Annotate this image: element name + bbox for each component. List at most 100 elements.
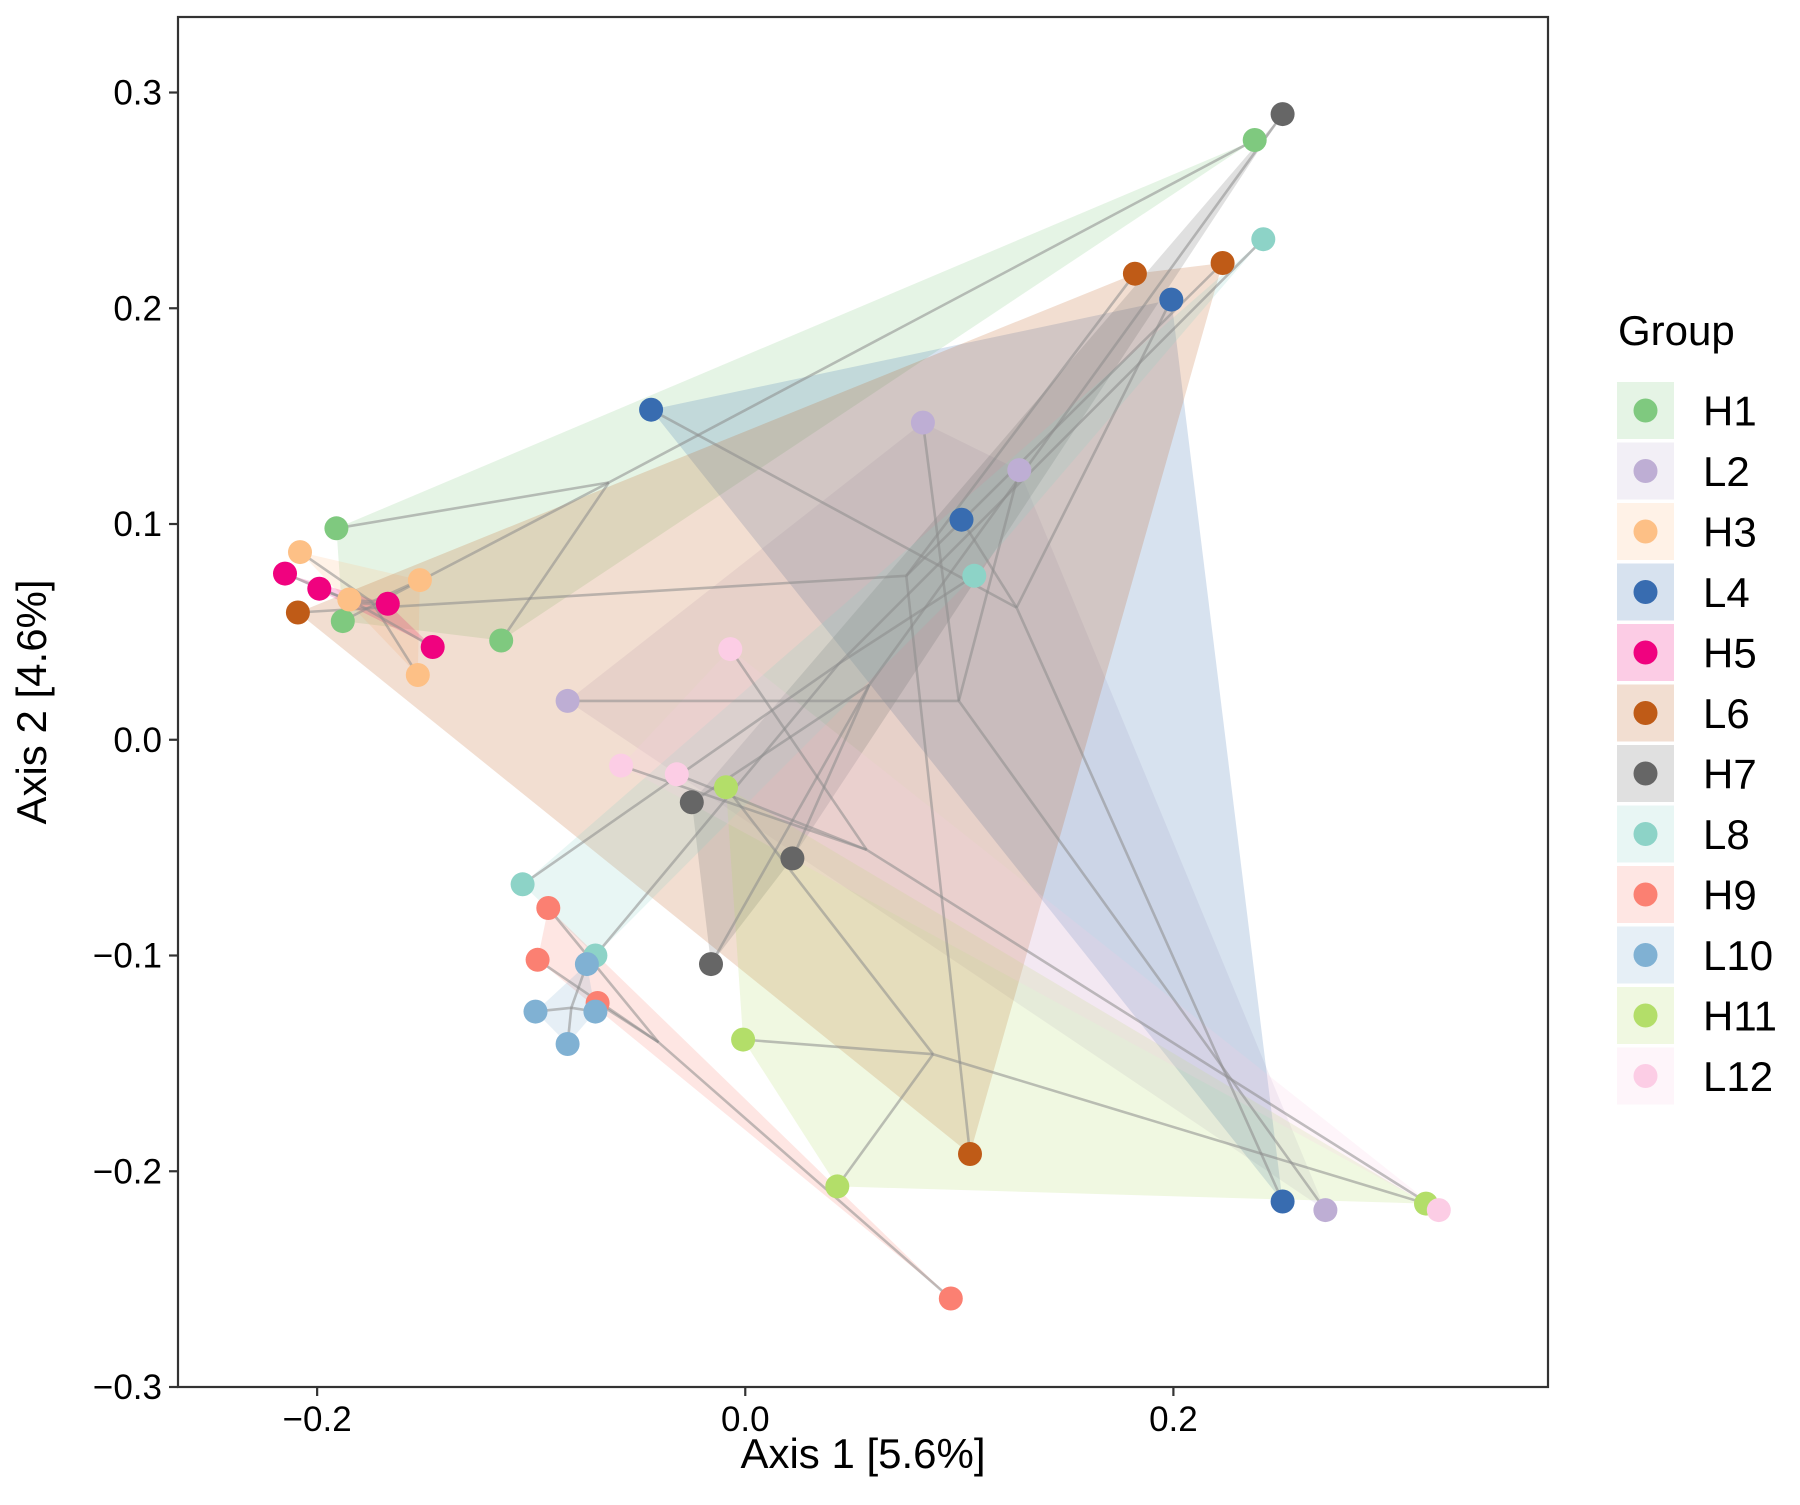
spoke-l6-3 [905,575,972,1155]
spoke-l4-0 [650,408,1018,609]
legend-item-h5: H5 [1617,624,1757,681]
legend-dot-l6 [1633,701,1658,725]
axes-layer: −0.2 0.0 0.2 −0.3 −0.2 −0.1 0.0 0.1 0.2 0.3 [93,74,1198,1439]
point-h7-3 [699,952,723,977]
point-h5-3 [420,635,445,659]
point-l2-0 [910,410,935,435]
point-h11-1 [731,1027,756,1052]
point-h1-2 [330,609,355,634]
point-l12-0 [718,637,743,662]
legend-label-l4: L4 [1703,569,1750,616]
point-l10-2 [583,999,608,1024]
spoke-h1-1 [336,481,610,530]
legend-item-h1: H1 [1617,382,1757,439]
point-h5-2 [375,591,400,616]
legend-item-l10: L10 [1617,926,1773,984]
point-h3-0 [288,540,312,565]
spoke-h1-0 [608,138,1256,484]
legend-item-l2: L2 [1617,442,1750,500]
spoke-l2-3 [957,700,1327,1211]
point-l10-3 [555,1032,580,1056]
point-h5-0 [273,561,297,586]
point-h3-1 [407,568,432,593]
y-tick-label-0: −0.3 [93,1368,162,1407]
point-l4-3 [1270,1189,1295,1214]
point-l4-1 [1159,287,1184,312]
point-h1-0 [1242,128,1267,152]
legend-dot-h5 [1633,640,1658,665]
point-l2-2 [555,688,580,713]
spoke-l12-1 [620,764,868,852]
spoke-h5-3 [355,602,434,649]
hull-l2 [567,422,1326,1211]
point-h9-3 [938,1286,963,1311]
point-l6-1 [1210,251,1235,275]
point-l12-2 [664,762,689,787]
hull-l6 [297,263,1223,1154]
legend-item-h11: H11 [1617,987,1777,1044]
legend-item-l8: L8 [1617,805,1750,863]
legend-item-h7: H7 [1617,745,1757,802]
spoke-l2-1 [957,469,1021,702]
spoke-l12-0 [729,648,868,851]
point-l8-1 [962,563,987,588]
legend-label-l8: L8 [1703,811,1750,858]
legend-item-l6: L6 [1617,684,1750,742]
x-tick-label-1: 0.0 [721,1400,770,1439]
hull-l4 [651,299,1283,1202]
legend-label-l10: L10 [1703,932,1773,979]
point-l4-0 [639,397,664,422]
legend-item-h3: H3 [1617,503,1757,560]
spoke-l6-0 [905,272,1136,577]
point-l8-2 [510,872,535,897]
legend-dot-l2 [1633,459,1658,483]
legend-label-h3: H3 [1703,509,1757,556]
y-tick-label-6: 0.3 [113,74,162,113]
spoke-h11-3 [932,1052,1427,1205]
point-h1-3 [489,628,514,653]
legend-label-h1: H1 [1703,388,1757,435]
y-axis-title: Axis 2 [4.6%] [8,579,55,824]
point-l8-0 [1251,227,1276,252]
point-l12-3 [1426,1198,1451,1223]
point-h9-1 [525,947,550,972]
legend-dot-l8 [1633,822,1658,846]
point-l10-1 [523,999,548,1024]
spoke-l8-1 [838,574,976,665]
legend-dot-l10 [1633,943,1658,967]
x-tick-label-0: −0.2 [283,1400,352,1439]
point-h5-1 [307,576,332,601]
point-h3-3 [405,663,430,687]
point-l6-2 [285,600,310,625]
spoke-l8-0 [837,238,1265,665]
y-tick-label-3: 0.0 [113,721,162,760]
spoke-h9-3 [657,1041,952,1300]
points-layer [273,102,1451,1311]
spoke-h1-3 [500,481,610,642]
spoke-l4-2 [960,519,1018,609]
point-h9-0 [536,896,561,920]
x-tick-label-2: 0.2 [1149,1400,1198,1439]
legend-item-l12: L12 [1617,1047,1773,1105]
spoke-h3-0 [299,551,373,603]
legend-label-h7: H7 [1703,751,1757,798]
point-l4-2 [949,507,974,532]
legend-dot-h7 [1633,761,1658,786]
spoke-l4-1 [1015,299,1173,609]
spoke-l12-2 [676,773,868,852]
point-h1-1 [324,516,349,541]
legend-item-h9: H9 [1617,866,1757,923]
y-tick-label-2: −0.1 [93,937,162,976]
spoke-l4-3 [1015,607,1284,1203]
point-l2-1 [1007,458,1032,483]
hull-h9 [537,908,951,1299]
point-l12-1 [609,753,634,778]
legend-items: H1 L2 H3 L4 H5 L6 H7 L8 H9 L10 H11 L12 [1617,382,1777,1105]
point-h7-0 [1270,102,1295,127]
point-h7-2 [780,846,805,871]
legend-dot-h1 [1633,398,1658,423]
legend-title: Group [1618,307,1735,354]
